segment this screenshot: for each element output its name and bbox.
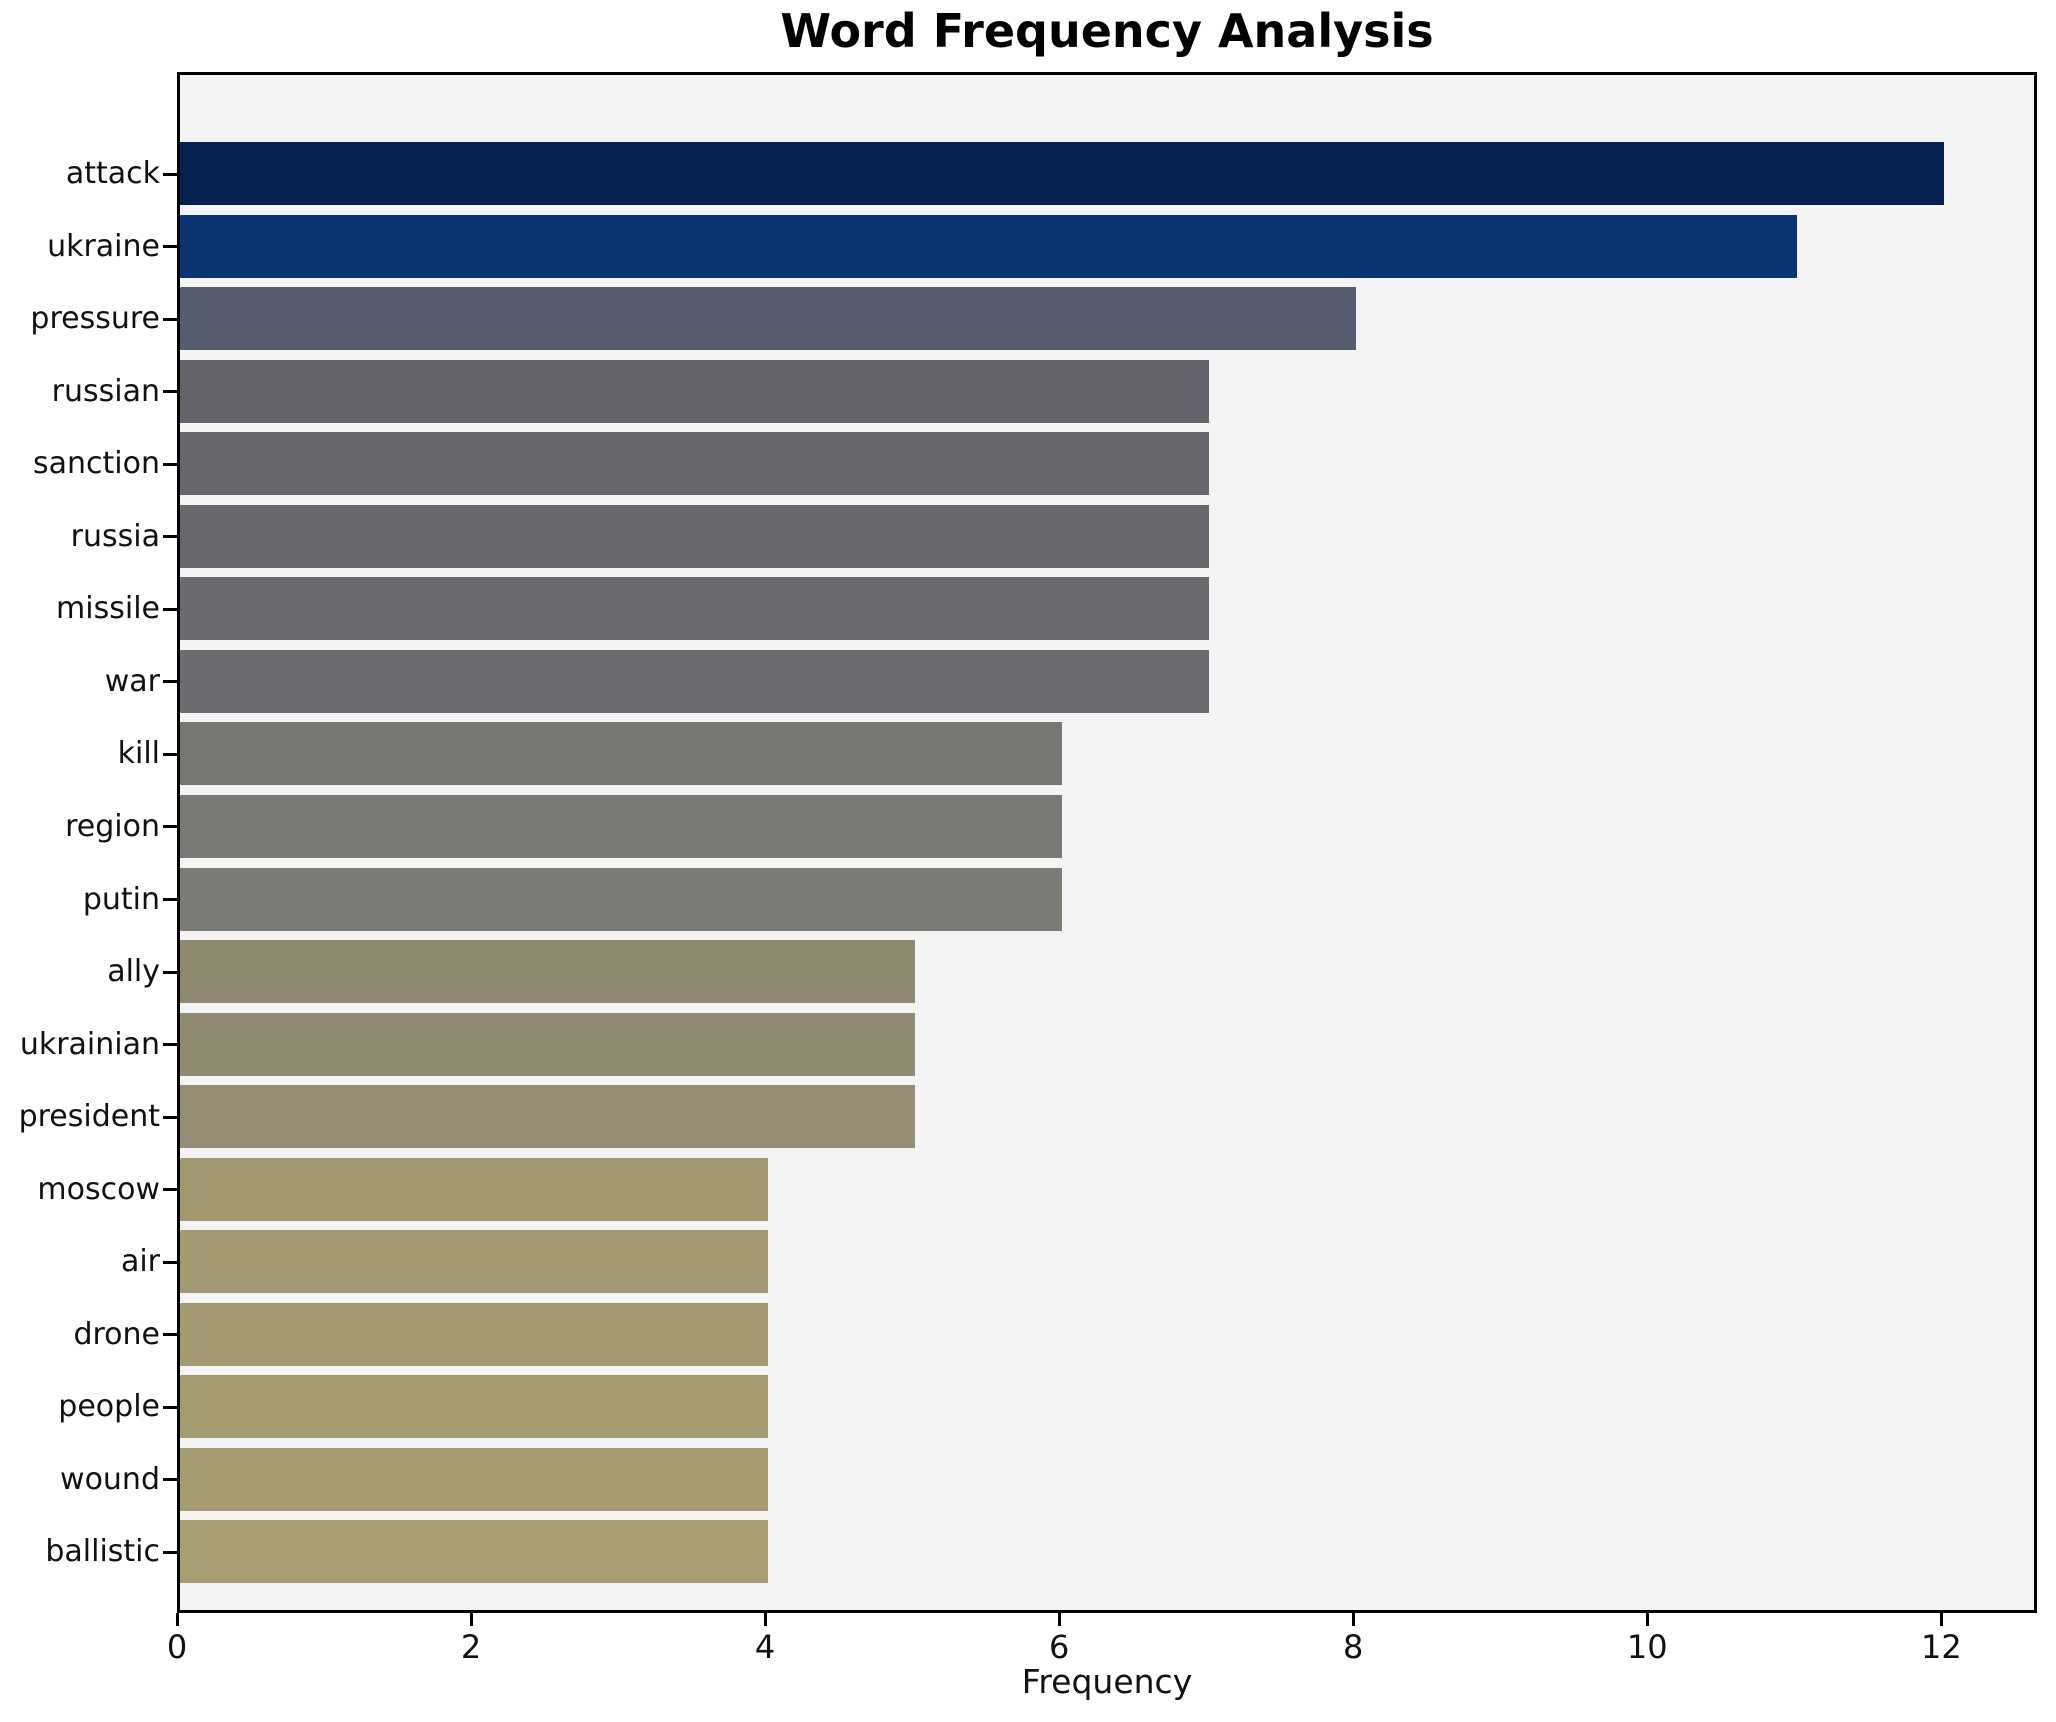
y-tick-mark [163,1405,177,1409]
x-tick-mark [1940,1613,1944,1626]
bar-ballistic [180,1520,769,1584]
bar-ukraine [180,214,1798,278]
bar-region [180,794,1063,858]
y-tick-label-sanction: sanction [33,446,160,482]
y-tick-label-region: region [65,808,160,844]
bar-russian [180,359,1210,423]
bar-kill [180,722,1063,786]
x-tick-label-6: 6 [1048,1628,1070,1666]
y-tick-label-war: war [104,663,160,699]
y-tick-label-moscow: moscow [37,1171,160,1207]
bar-attack [180,142,1945,205]
x-tick-mark [176,1613,179,1626]
x-tick-label-0: 0 [166,1628,188,1666]
x-tick-label-10: 10 [1626,1628,1668,1666]
x-tick-mark [470,1613,474,1626]
y-tick-mark [163,752,177,756]
y-tick-mark [163,1043,177,1047]
y-tick-label-people: people [58,1389,160,1425]
y-tick-label-kill: kill [117,736,160,772]
y-tick-mark [163,1550,177,1554]
y-tick-label-russia: russia [70,518,160,554]
y-tick-label-ukrainian: ukrainian [19,1026,160,1062]
y-tick-label-drone: drone [73,1316,160,1352]
y-tick-label-russian: russian [51,373,160,409]
y-tick-mark [163,898,177,901]
y-tick-mark [163,317,177,321]
y-tick-mark [163,1188,177,1192]
y-tick-mark [163,1260,177,1264]
y-tick-label-attack: attack [65,156,160,191]
x-tick-mark [764,1613,768,1626]
y-tick-mark [163,172,177,176]
y-tick-mark [163,1478,177,1482]
x-tick-label-2: 2 [460,1628,482,1666]
x-tick-label-12: 12 [1920,1628,1962,1666]
bar-war [180,649,1210,713]
y-tick-mark [163,1333,177,1337]
bar-air [180,1230,769,1294]
y-tick-label-pressure: pressure [30,301,160,337]
x-tick-mark [1352,1613,1356,1626]
y-tick-mark [163,825,177,829]
x-axis-title: Frequency [1021,1662,1193,1701]
y-tick-mark [163,1115,177,1119]
y-tick-mark [163,390,177,394]
y-tick-label-ballistic: ballistic [45,1534,160,1570]
y-tick-label-wound: wound [60,1461,160,1497]
bar-ukrainian [180,1012,916,1076]
x-tick-mark [1646,1613,1650,1626]
bar-drone [180,1302,769,1366]
bar-putin [180,867,1063,931]
x-tick-label-4: 4 [754,1628,776,1666]
plot-area [177,72,2037,1613]
y-tick-label-president: president [18,1099,160,1135]
bar-missile [180,577,1210,641]
bar-ally [180,940,916,1004]
y-tick-label-ukraine: ukraine [47,228,160,264]
bar-russia [180,504,1210,568]
x-tick-mark [1058,1613,1062,1626]
x-tick-label-8: 8 [1343,1628,1364,1666]
y-tick-mark [163,680,177,684]
y-tick-label-putin: putin [82,881,160,917]
y-tick-label-air: air [120,1244,160,1280]
bar-people [180,1375,769,1439]
bar-moscow [180,1157,769,1221]
y-tick-label-missile: missile [56,591,160,627]
y-tick-label-ally: ally [107,954,160,990]
y-tick-mark [163,535,177,539]
y-tick-mark [163,607,177,611]
y-tick-mark [163,462,177,466]
bar-sanction [180,432,1210,496]
y-tick-mark [163,970,177,974]
bar-president [180,1085,916,1149]
bar-wound [180,1447,769,1511]
chart-title: Word Frequency Analysis [780,4,1434,58]
bar-pressure [180,287,1357,351]
y-tick-mark [163,245,177,249]
